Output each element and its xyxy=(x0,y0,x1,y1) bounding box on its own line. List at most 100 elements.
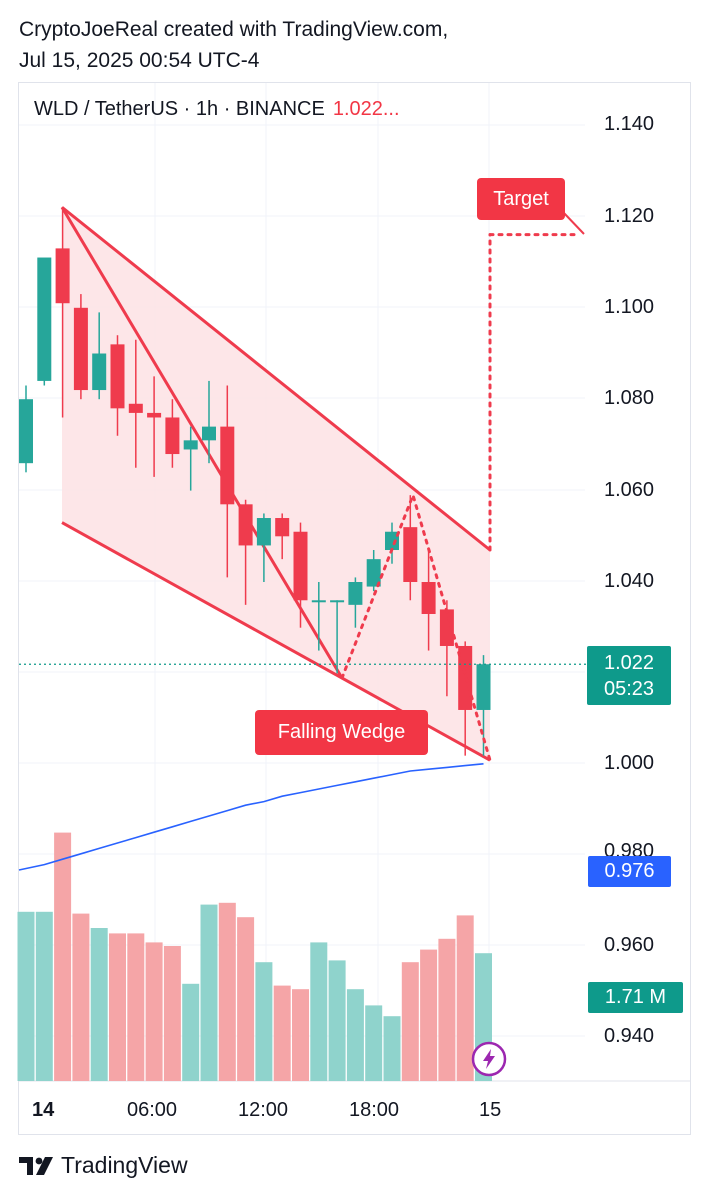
volume-bar xyxy=(237,917,255,1081)
y-tick-label: 0.940 xyxy=(604,1025,655,1047)
volume-bar xyxy=(365,1005,383,1081)
candle-body xyxy=(73,307,88,391)
volume-bar xyxy=(17,911,35,1081)
candle xyxy=(220,385,235,578)
projection-zigzag xyxy=(340,490,492,762)
candle xyxy=(293,522,308,628)
candle xyxy=(385,522,399,564)
candle xyxy=(37,257,52,386)
legend-price: 1.022... xyxy=(332,98,400,120)
y-tick-label: 1.100 xyxy=(604,296,655,318)
x-tick-label: 15 xyxy=(479,1099,502,1121)
tradingview-logo-icon xyxy=(19,1156,53,1175)
volume-ma-line xyxy=(18,763,484,871)
falling-wedge-label: Falling Wedge xyxy=(255,710,428,755)
volume-bar xyxy=(182,983,200,1081)
candle-body xyxy=(147,412,162,418)
candle-body xyxy=(92,353,107,391)
volume-bar xyxy=(218,902,236,1081)
x-tick-label: 06:00 xyxy=(127,1099,178,1121)
credit-line-2: Jul 15, 2025 00:54 UTC-4 xyxy=(19,49,260,72)
candle-body xyxy=(238,504,253,546)
wedge-upper-line xyxy=(61,206,491,552)
tradingview-footer[interactable]: TradingView xyxy=(19,1152,188,1179)
volume-bar xyxy=(72,913,90,1081)
y-tick-label: 0.960 xyxy=(604,934,655,956)
y-tick-label: 1.080 xyxy=(604,387,655,409)
candle-body xyxy=(403,527,418,582)
volume-bar xyxy=(255,962,273,1081)
lightning-icon[interactable] xyxy=(470,1040,508,1078)
candle-body xyxy=(183,440,198,450)
candle xyxy=(421,550,436,651)
chart-legend[interactable]: WLD / TetherUS · 1h · BINANCE 1.022... xyxy=(34,98,400,121)
candle xyxy=(19,385,33,473)
candle-body xyxy=(275,518,290,537)
target-label: Target xyxy=(477,178,565,220)
candle xyxy=(73,294,88,400)
volume-bar xyxy=(383,1016,401,1081)
volume-value-badge: 1.71 M xyxy=(588,982,683,1013)
candle xyxy=(165,399,180,468)
volume-bar xyxy=(438,938,456,1081)
candle xyxy=(311,582,326,651)
candle xyxy=(55,207,70,418)
last-price-value: 1.022 xyxy=(603,652,655,674)
candle xyxy=(128,339,143,468)
volume-ma-line xyxy=(18,763,484,871)
wedge-fill xyxy=(62,207,490,761)
candle-body xyxy=(385,531,399,551)
wedge-pattern xyxy=(60,206,491,762)
bar-countdown: 05:23 xyxy=(603,678,655,700)
candle-body xyxy=(366,559,381,587)
volume-bar xyxy=(401,962,419,1081)
volume-bar xyxy=(420,949,438,1081)
credit-text: CryptoJoeReal created with TradingView.c… xyxy=(19,14,448,76)
candle xyxy=(238,499,253,605)
candle xyxy=(348,577,363,628)
volume-bar xyxy=(273,985,291,1081)
candle xyxy=(92,312,107,400)
candle-body xyxy=(330,600,345,603)
last-price-badge: 1.022 05:23 xyxy=(587,646,671,705)
volume-bar xyxy=(90,928,108,1081)
candle xyxy=(275,513,290,560)
candle-body xyxy=(110,344,125,409)
candle xyxy=(330,600,345,674)
candle-body xyxy=(476,664,491,710)
candles xyxy=(19,207,491,756)
volume-bar xyxy=(292,989,309,1081)
ma-value-badge: 0.976 xyxy=(588,856,671,887)
candle xyxy=(183,426,198,491)
volume-bar xyxy=(54,832,72,1081)
candle-body xyxy=(311,600,326,603)
y-tick-label: 1.060 xyxy=(604,479,655,501)
y-tick-label: 1.120 xyxy=(604,205,655,227)
candle-body xyxy=(256,518,271,546)
volume-bar xyxy=(127,933,145,1081)
candle xyxy=(366,550,381,592)
volume-bar xyxy=(35,911,53,1081)
credit-line-1: CryptoJoeReal created with TradingView.c… xyxy=(19,18,449,41)
y-tick-label: 1.040 xyxy=(604,570,655,592)
candle-body xyxy=(220,426,235,505)
candle-body xyxy=(421,582,436,614)
volume-bar xyxy=(200,904,218,1081)
candle-body xyxy=(293,531,308,601)
volume-bar xyxy=(346,989,364,1081)
footer-brand: TradingView xyxy=(61,1152,188,1178)
candle-body xyxy=(55,248,70,304)
volume-bar xyxy=(328,960,346,1081)
y-tick-label: 1.140 xyxy=(604,113,655,135)
volume-bar xyxy=(163,946,181,1081)
volume-bar xyxy=(109,933,126,1081)
chart-frame xyxy=(18,82,691,1135)
target-pointer xyxy=(562,211,585,235)
candle-body xyxy=(128,403,143,413)
candle-body xyxy=(165,417,180,455)
candle-body xyxy=(19,399,33,464)
candle-body xyxy=(348,582,363,605)
legend-symbol: WLD / TetherUS · 1h · BINANCE xyxy=(34,98,325,120)
volume-bar xyxy=(456,915,474,1081)
